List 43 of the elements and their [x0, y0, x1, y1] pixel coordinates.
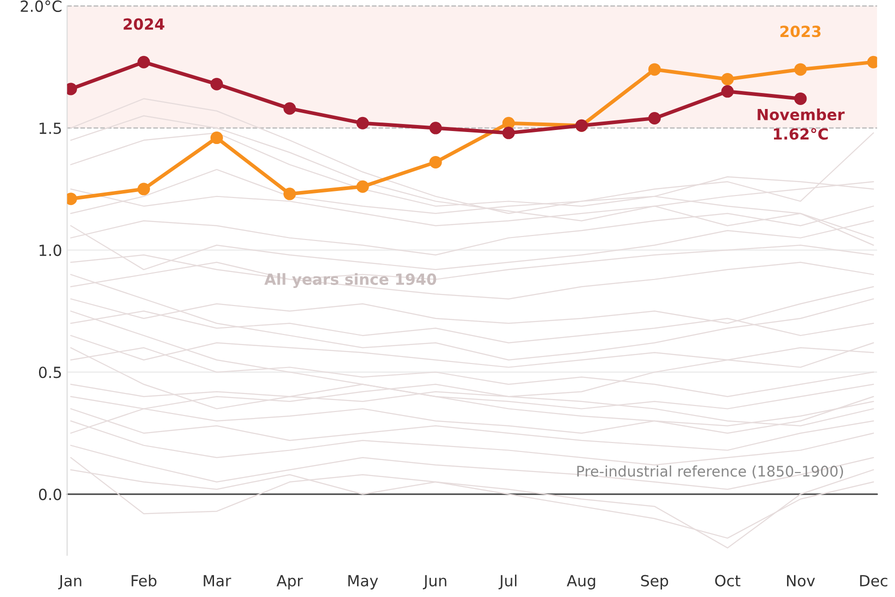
point [794, 92, 807, 105]
y-tick-label: 1.5 [40, 122, 61, 134]
point [283, 102, 296, 115]
x-tick-label: Nov [787, 575, 815, 586]
point [210, 132, 223, 144]
point [648, 112, 661, 125]
line-series [70, 310, 874, 434]
point [356, 116, 369, 130]
x-tick-label: Sep [641, 574, 668, 590]
y-tick-label: 1.0 [40, 244, 62, 256]
point [502, 116, 515, 130]
point [356, 180, 369, 193]
x-tick-label: Dec [860, 575, 888, 586]
x-tick-label: Feb [132, 574, 156, 586]
y-tick-label: 2.0°C [20, 0, 62, 12]
x-tick-label: Apr [276, 575, 303, 590]
ref-line-label: Pre-industrial reference (1850–1900) [577, 465, 844, 478]
x-tick-label: May [348, 575, 378, 590]
series-label: 2023 [780, 26, 821, 38]
x-tick-label: Jun [422, 575, 446, 590]
point [502, 126, 515, 140]
point [137, 182, 150, 196]
y-tick-label: 0.0 [38, 488, 62, 500]
annotation: All years since 1940 [264, 273, 436, 288]
point [721, 72, 734, 86]
point [283, 188, 296, 200]
data-label: November 1.62°C [758, 108, 845, 140]
point [721, 85, 734, 98]
x-tick-label: Mar [204, 575, 232, 586]
point [137, 56, 150, 68]
line-series [70, 444, 874, 490]
point [429, 122, 442, 134]
text: 2024 [124, 18, 164, 30]
point [794, 63, 807, 76]
x-tick-label: Jan [58, 575, 82, 590]
y-tick-label: 0.5 [38, 366, 61, 378]
point [429, 156, 442, 168]
point [648, 63, 661, 76]
x-tick-label: Jul [498, 574, 516, 590]
line-series [70, 457, 874, 548]
x-tick-label: Aug [566, 575, 596, 590]
x-tick-label: Oct [715, 574, 740, 586]
point [210, 78, 223, 90]
